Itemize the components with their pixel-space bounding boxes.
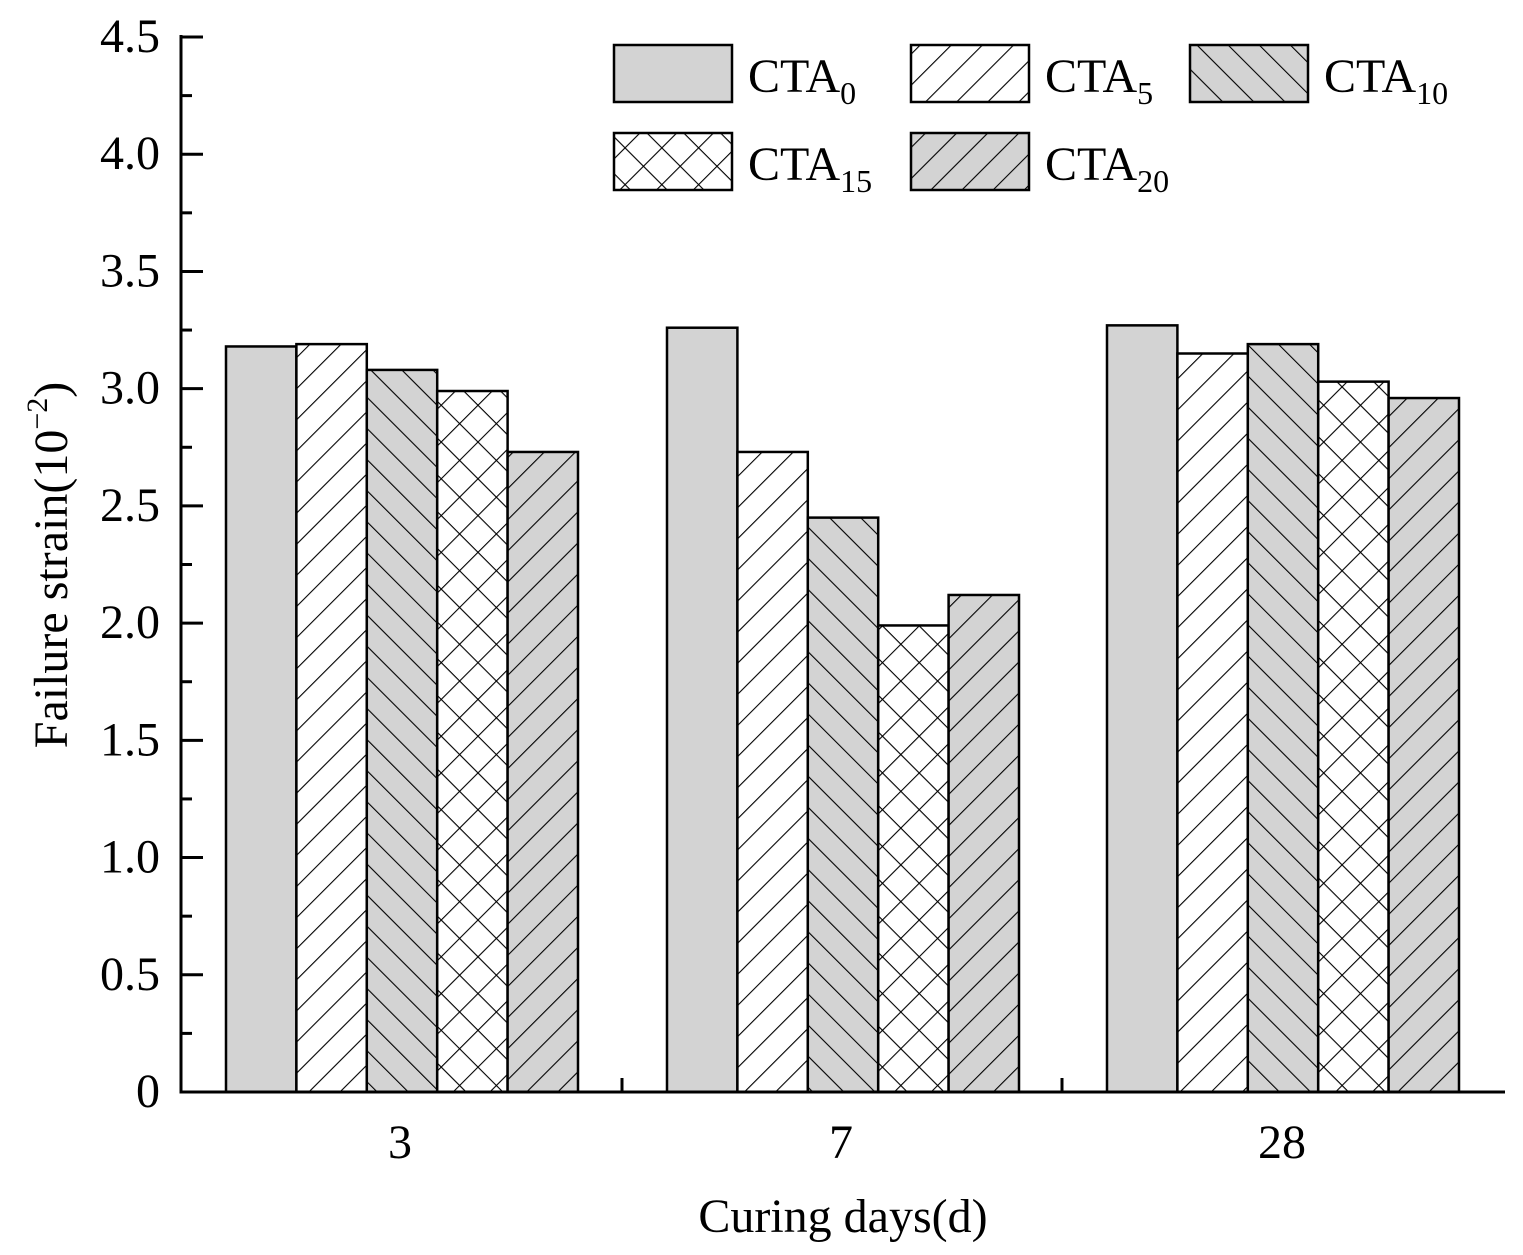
- legend-label-cta5: CTA5: [1045, 50, 1153, 111]
- bar-28d-cta10: [1246, 342, 1320, 1094]
- bar-28d-cta15: [1316, 380, 1390, 1094]
- y-ticks-group: 0 0.5 1.0 1.5 2.0 2.5 3.0 3.5 4.0 4.5: [100, 10, 203, 1118]
- y-tick-label: 3.0: [100, 362, 160, 415]
- bar-3d-cta5: [295, 342, 369, 1094]
- bar-7d-cta20: [947, 593, 1021, 1094]
- legend-label-cta20: CTA20: [1045, 138, 1169, 199]
- bar-7d-cta0: [665, 326, 739, 1094]
- y-tick-label: 1.0: [100, 831, 160, 884]
- bar-3d-cta20: [506, 450, 580, 1094]
- bar-28d-cta20: [1387, 396, 1461, 1094]
- bars-group: [224, 324, 1461, 1094]
- legend-swatch-cta5: [909, 43, 1031, 104]
- bar-3d-cta10: [365, 368, 439, 1094]
- y-axis-label: Failure strain(10−2): [21, 382, 78, 749]
- bar-28d-cta5: [1176, 352, 1250, 1094]
- y-axis-label-exponent: −2: [21, 398, 54, 430]
- bar-7d-cta10: [806, 516, 880, 1094]
- x-tick-label: 3: [388, 1116, 412, 1169]
- y-tick-label: 2.0: [100, 596, 160, 649]
- bar-7d-cta5: [736, 450, 810, 1094]
- bar-28d-cta0: [1105, 324, 1179, 1094]
- x-tick-label: 7: [829, 1116, 853, 1169]
- bar-3d-cta15: [435, 389, 509, 1094]
- legend-label-cta15: CTA15: [748, 138, 872, 199]
- x-axis-label: Curing days(d): [698, 1190, 987, 1243]
- y-tick-label: 0: [136, 1065, 160, 1118]
- y-tick-label: 4.5: [100, 10, 160, 63]
- legend-swatch-cta0: [612, 43, 734, 104]
- legend: CTA0 CTA5 CTA10 CTA15 CTA20: [612, 43, 1448, 199]
- bar-3d-cta0: [224, 345, 298, 1094]
- y-tick-label: 4.0: [100, 127, 160, 180]
- y-tick-label: 2.5: [100, 479, 160, 532]
- y-axis-label-base: Failure strain(10: [25, 430, 78, 749]
- y-axis-label-close: ): [25, 382, 78, 398]
- x-ticks-group: 3 7 28: [388, 1078, 1306, 1169]
- y-tick-label: 3.5: [100, 244, 160, 297]
- bar-7d-cta15: [876, 624, 950, 1094]
- legend-swatch-cta20: [909, 131, 1031, 192]
- legend-label-cta10: CTA10: [1324, 50, 1448, 111]
- legend-label-cta0: CTA0: [748, 50, 856, 111]
- y-tick-label: 1.5: [100, 713, 160, 766]
- y-tick-label: 0.5: [100, 948, 160, 1001]
- legend-swatch-cta10: [1188, 43, 1310, 104]
- x-tick-label: 28: [1258, 1116, 1306, 1169]
- legend-swatch-cta15: [612, 131, 734, 192]
